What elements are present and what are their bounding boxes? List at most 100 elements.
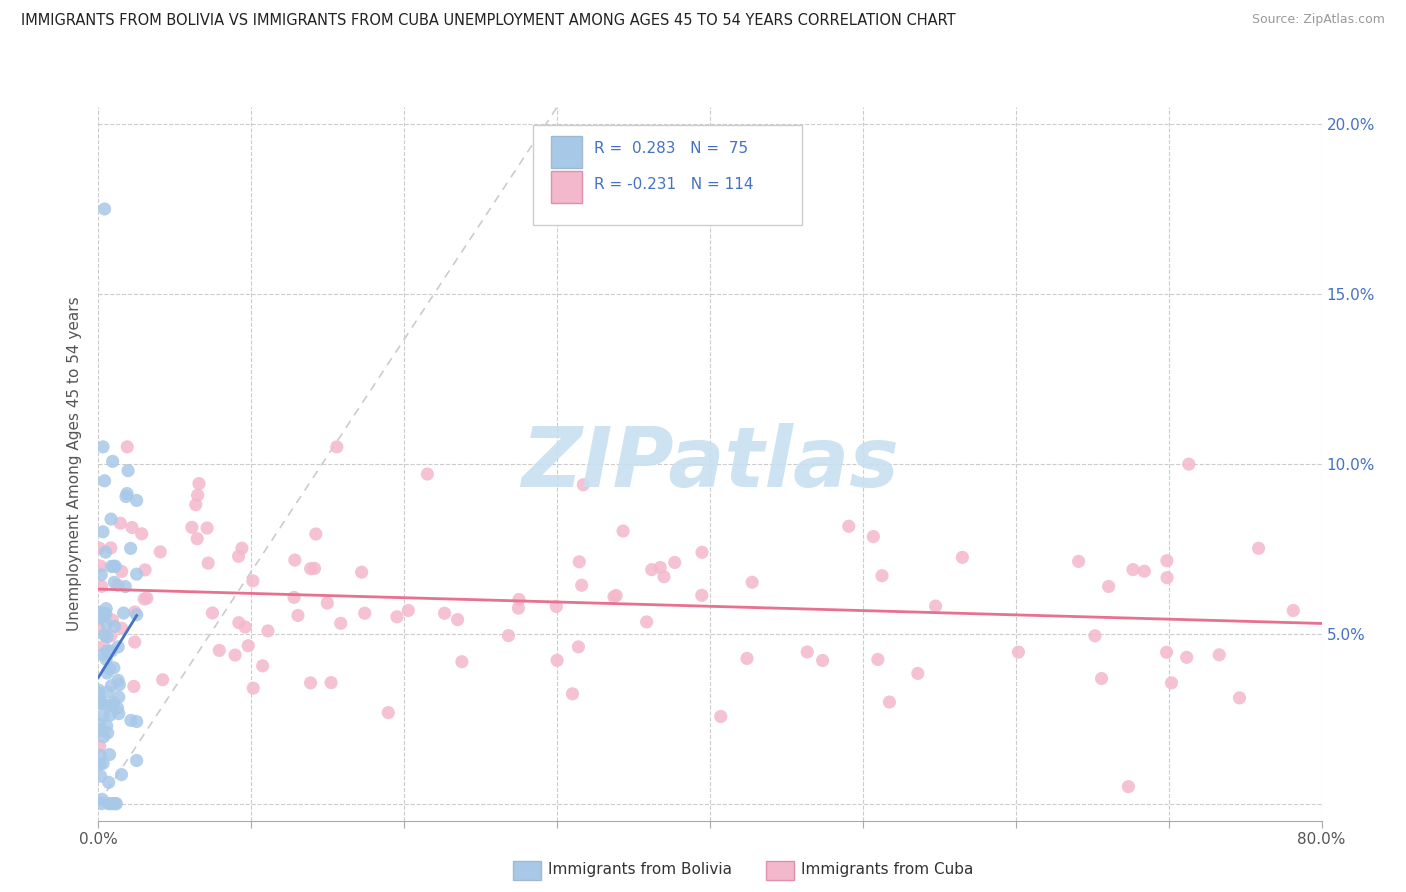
Point <box>299 562 322 576</box>
Point <box>1067 554 1090 568</box>
Point <box>91 524 114 539</box>
Point <box>91 648 114 662</box>
Point <box>603 590 626 604</box>
Point <box>120 541 142 556</box>
Point <box>1007 645 1029 659</box>
Y-axis label: Unemployment Among Ages 45 to 54 years: Unemployment Among Ages 45 to 54 years <box>67 296 83 632</box>
Point <box>208 643 231 657</box>
Point <box>115 486 138 500</box>
Point <box>305 527 328 541</box>
Point <box>231 541 253 556</box>
Point <box>316 596 339 610</box>
Point <box>1156 645 1178 659</box>
Point <box>103 696 125 710</box>
Point <box>125 754 148 768</box>
Point <box>93 607 115 621</box>
Point <box>319 675 342 690</box>
Point <box>93 730 115 744</box>
Point <box>1133 564 1156 578</box>
Point <box>186 532 208 546</box>
Point <box>94 545 117 559</box>
Point <box>197 556 219 570</box>
Point <box>326 440 349 454</box>
Point <box>89 541 111 555</box>
Point <box>134 563 156 577</box>
Point <box>98 747 121 762</box>
Point <box>108 678 131 692</box>
Point <box>97 775 120 789</box>
Point <box>187 488 209 502</box>
Point <box>1118 780 1140 794</box>
Point <box>110 767 132 781</box>
Point <box>121 520 143 534</box>
Point <box>641 563 664 577</box>
Point <box>1156 554 1178 568</box>
Point <box>97 797 120 811</box>
Point <box>612 524 634 538</box>
Point <box>636 615 658 629</box>
Point <box>124 605 146 619</box>
Point <box>89 716 111 731</box>
Point <box>100 512 122 526</box>
Point <box>90 769 112 783</box>
Point <box>94 652 117 666</box>
Point <box>201 606 224 620</box>
FancyBboxPatch shape <box>533 125 801 225</box>
Point <box>90 696 112 710</box>
Point <box>89 739 111 754</box>
Point <box>115 440 138 454</box>
Point <box>567 640 589 654</box>
Point <box>90 695 112 709</box>
Point <box>107 578 129 592</box>
Point <box>1247 541 1270 556</box>
Point <box>605 589 627 603</box>
Point <box>238 639 260 653</box>
Point <box>152 673 174 687</box>
Point <box>101 698 124 713</box>
Point <box>233 620 256 634</box>
Point <box>299 676 322 690</box>
Point <box>180 520 202 534</box>
Point <box>228 549 250 564</box>
Point <box>1208 648 1230 662</box>
Point <box>94 607 117 621</box>
Point <box>111 565 134 579</box>
Point <box>93 639 115 653</box>
Text: R = -0.231   N = 114: R = -0.231 N = 114 <box>593 177 754 192</box>
Point <box>924 599 946 613</box>
Point <box>89 723 111 738</box>
Point <box>508 592 530 607</box>
Point <box>91 708 114 723</box>
Point <box>107 701 129 715</box>
Point <box>94 601 117 615</box>
Point <box>100 679 122 693</box>
Point <box>184 498 207 512</box>
Point <box>242 681 264 695</box>
Point <box>96 644 118 658</box>
Point <box>107 640 129 654</box>
Point <box>125 493 148 508</box>
Point <box>91 440 114 454</box>
Point <box>101 613 124 627</box>
Point <box>1178 457 1201 471</box>
Point <box>100 797 122 811</box>
Point <box>242 574 264 588</box>
Point <box>87 686 110 700</box>
Point <box>120 714 142 728</box>
Point <box>125 567 148 582</box>
Point <box>416 467 439 481</box>
Point <box>508 601 530 615</box>
Point <box>110 516 132 531</box>
Point <box>446 613 468 627</box>
Point <box>100 541 122 555</box>
Point <box>353 606 375 620</box>
Point <box>561 687 583 701</box>
Point <box>89 757 111 772</box>
Point <box>122 680 145 694</box>
Point <box>93 202 115 216</box>
Point <box>96 630 118 644</box>
Point <box>87 620 110 634</box>
Point <box>396 603 419 617</box>
Point <box>385 609 408 624</box>
Point <box>93 474 115 488</box>
